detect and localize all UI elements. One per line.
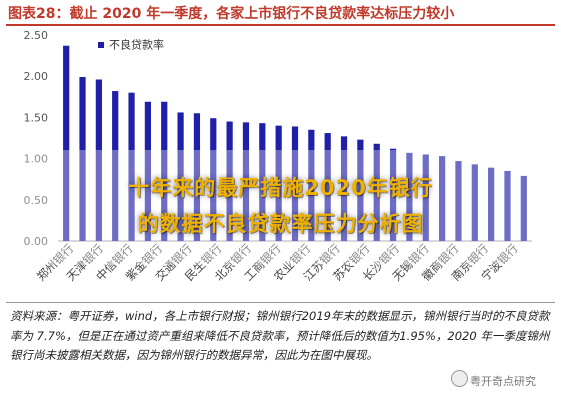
bar bbox=[324, 133, 331, 241]
source-divider bbox=[6, 302, 555, 303]
legend-swatch bbox=[98, 42, 104, 48]
bar bbox=[242, 122, 250, 241]
bar bbox=[144, 101, 151, 242]
y-tick-label: 2.00 bbox=[24, 70, 49, 83]
overlay-line-2: 的数据不良贷款率压力分析图 bbox=[137, 212, 424, 236]
bar bbox=[406, 152, 413, 241]
bar bbox=[488, 167, 495, 241]
bar bbox=[340, 136, 348, 241]
bar bbox=[275, 125, 282, 241]
legend: 不良贷款率 bbox=[98, 38, 164, 52]
bar bbox=[520, 175, 527, 241]
bar bbox=[291, 126, 299, 241]
wechat-logo-icon bbox=[451, 370, 468, 387]
y-tick-label: 0.50 bbox=[24, 194, 49, 207]
source-note: 资料来源：粤开证券，wind，各上市银行财报；锦州银行2019年末的数据显示，锦… bbox=[10, 309, 550, 362]
bar bbox=[95, 79, 102, 241]
y-tick-label: 0.00 bbox=[24, 235, 49, 248]
overlay-line-1: 十年来的最严措施2020年银行 bbox=[128, 176, 433, 200]
bar bbox=[161, 101, 168, 242]
banner-overlay: 十年来的最严措施2020年银行 的数据不良贷款率压力分析图 bbox=[0, 150, 561, 265]
bar bbox=[308, 129, 315, 241]
bar bbox=[504, 170, 511, 241]
bar bbox=[357, 139, 364, 241]
y-tick-label: 2.50 bbox=[24, 29, 49, 42]
bar bbox=[226, 121, 233, 241]
y-tick-label: 1.50 bbox=[24, 111, 49, 124]
bar bbox=[210, 118, 217, 241]
bar-chart: 0.000.501.001.502.002.50 郑州银行天津银行中信银行紫金银… bbox=[24, 29, 532, 284]
bar bbox=[259, 123, 266, 241]
bars bbox=[63, 45, 527, 242]
legend-label: 不良贷款率 bbox=[109, 38, 164, 52]
bar bbox=[373, 143, 380, 241]
y-axis: 0.00 0.50 1.00 1.50 2.00 2.50 bbox=[24, 29, 532, 248]
bar bbox=[439, 156, 446, 241]
bar bbox=[79, 77, 86, 241]
bar bbox=[389, 148, 397, 241]
bar bbox=[63, 45, 70, 242]
bar bbox=[112, 91, 119, 241]
bar bbox=[471, 164, 478, 241]
y-tick-label: 1.00 bbox=[24, 153, 49, 166]
title-divider bbox=[6, 24, 555, 26]
chart-title: 图表28：截止 2020 年一季度，各家上市银行不良贷款率达标压力较小 bbox=[8, 6, 455, 22]
bar bbox=[193, 113, 201, 241]
bar bbox=[128, 92, 135, 242]
bar bbox=[422, 154, 429, 241]
watermark: 粤开奇点研究 bbox=[470, 375, 536, 388]
bar bbox=[455, 161, 462, 241]
bar bbox=[177, 112, 184, 242]
